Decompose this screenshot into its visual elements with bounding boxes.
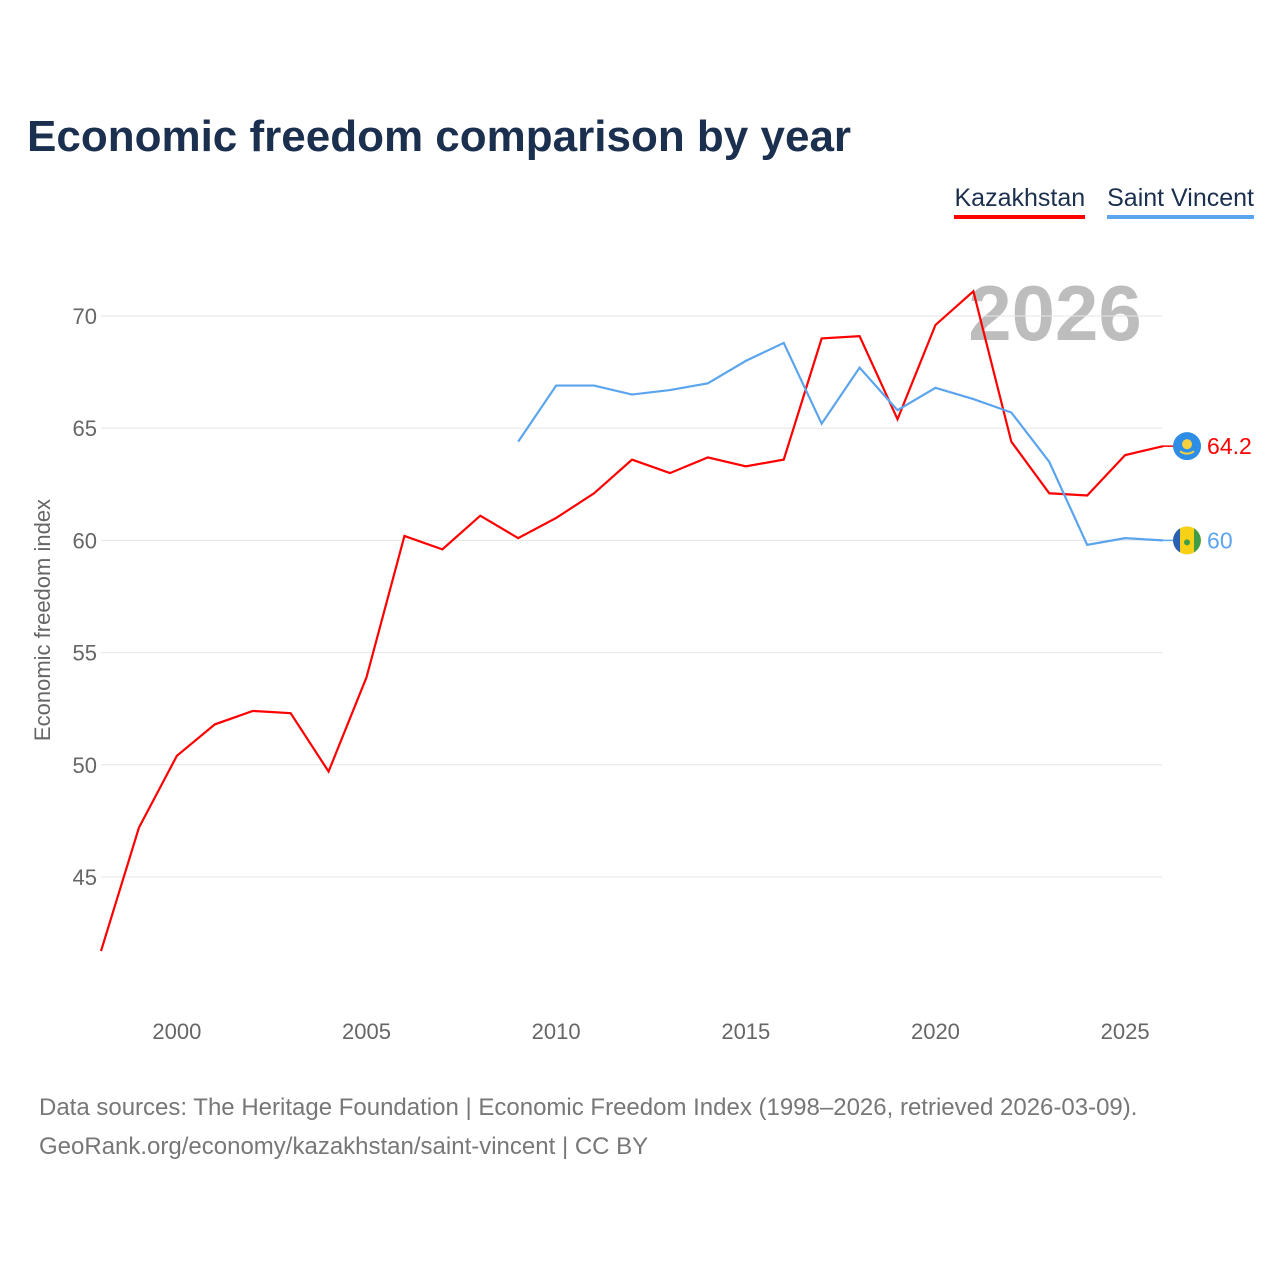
- x-tick-label: 2015: [721, 1019, 770, 1044]
- x-tick-label: 2025: [1101, 1019, 1150, 1044]
- flag-sun: [1182, 439, 1193, 450]
- flag-eagle: [1179, 450, 1195, 455]
- y-axis-label: Economic freedom index: [30, 499, 55, 741]
- y-tick-label: 50: [73, 753, 97, 778]
- flag-blue-band: [1173, 528, 1181, 553]
- legend-kazakhstan[interactable]: Kazakhstan: [954, 184, 1086, 219]
- footer-sources: Data sources: The Heritage Foundation | …: [39, 1094, 1138, 1121]
- legend: Kazakhstan Saint Vincent: [954, 184, 1254, 219]
- flag-diamonds: [1184, 539, 1191, 546]
- footer: Data sources: The Heritage Foundation | …: [39, 1088, 1137, 1166]
- y-tick-label: 70: [73, 304, 97, 329]
- x-tick-label: 2005: [342, 1019, 391, 1044]
- x-tick-label: 2000: [152, 1019, 201, 1044]
- legend-saint-vincent[interactable]: Saint Vincent: [1107, 184, 1254, 219]
- chart-title: Economic freedom comparison by year: [27, 112, 852, 161]
- end-value-label: 60: [1207, 527, 1233, 553]
- y-tick-label: 45: [73, 865, 97, 890]
- series-line-saint-vincent: [517, 341, 1164, 547]
- watermark-year: 2026: [968, 269, 1142, 357]
- y-tick-label: 55: [73, 641, 97, 666]
- y-tick-label: 60: [73, 528, 97, 553]
- end-value-label: 64.2: [1207, 433, 1252, 459]
- y-tick-label: 65: [73, 416, 97, 441]
- footer-link[interactable]: GeoRank.org/economy/kazakhstan/saint-vin…: [39, 1133, 649, 1160]
- x-tick-label: 2010: [532, 1019, 581, 1044]
- series-line-kazakhstan: [99, 289, 1164, 952]
- x-tick-label: 2020: [911, 1019, 960, 1044]
- flag-green-band: [1194, 528, 1201, 553]
